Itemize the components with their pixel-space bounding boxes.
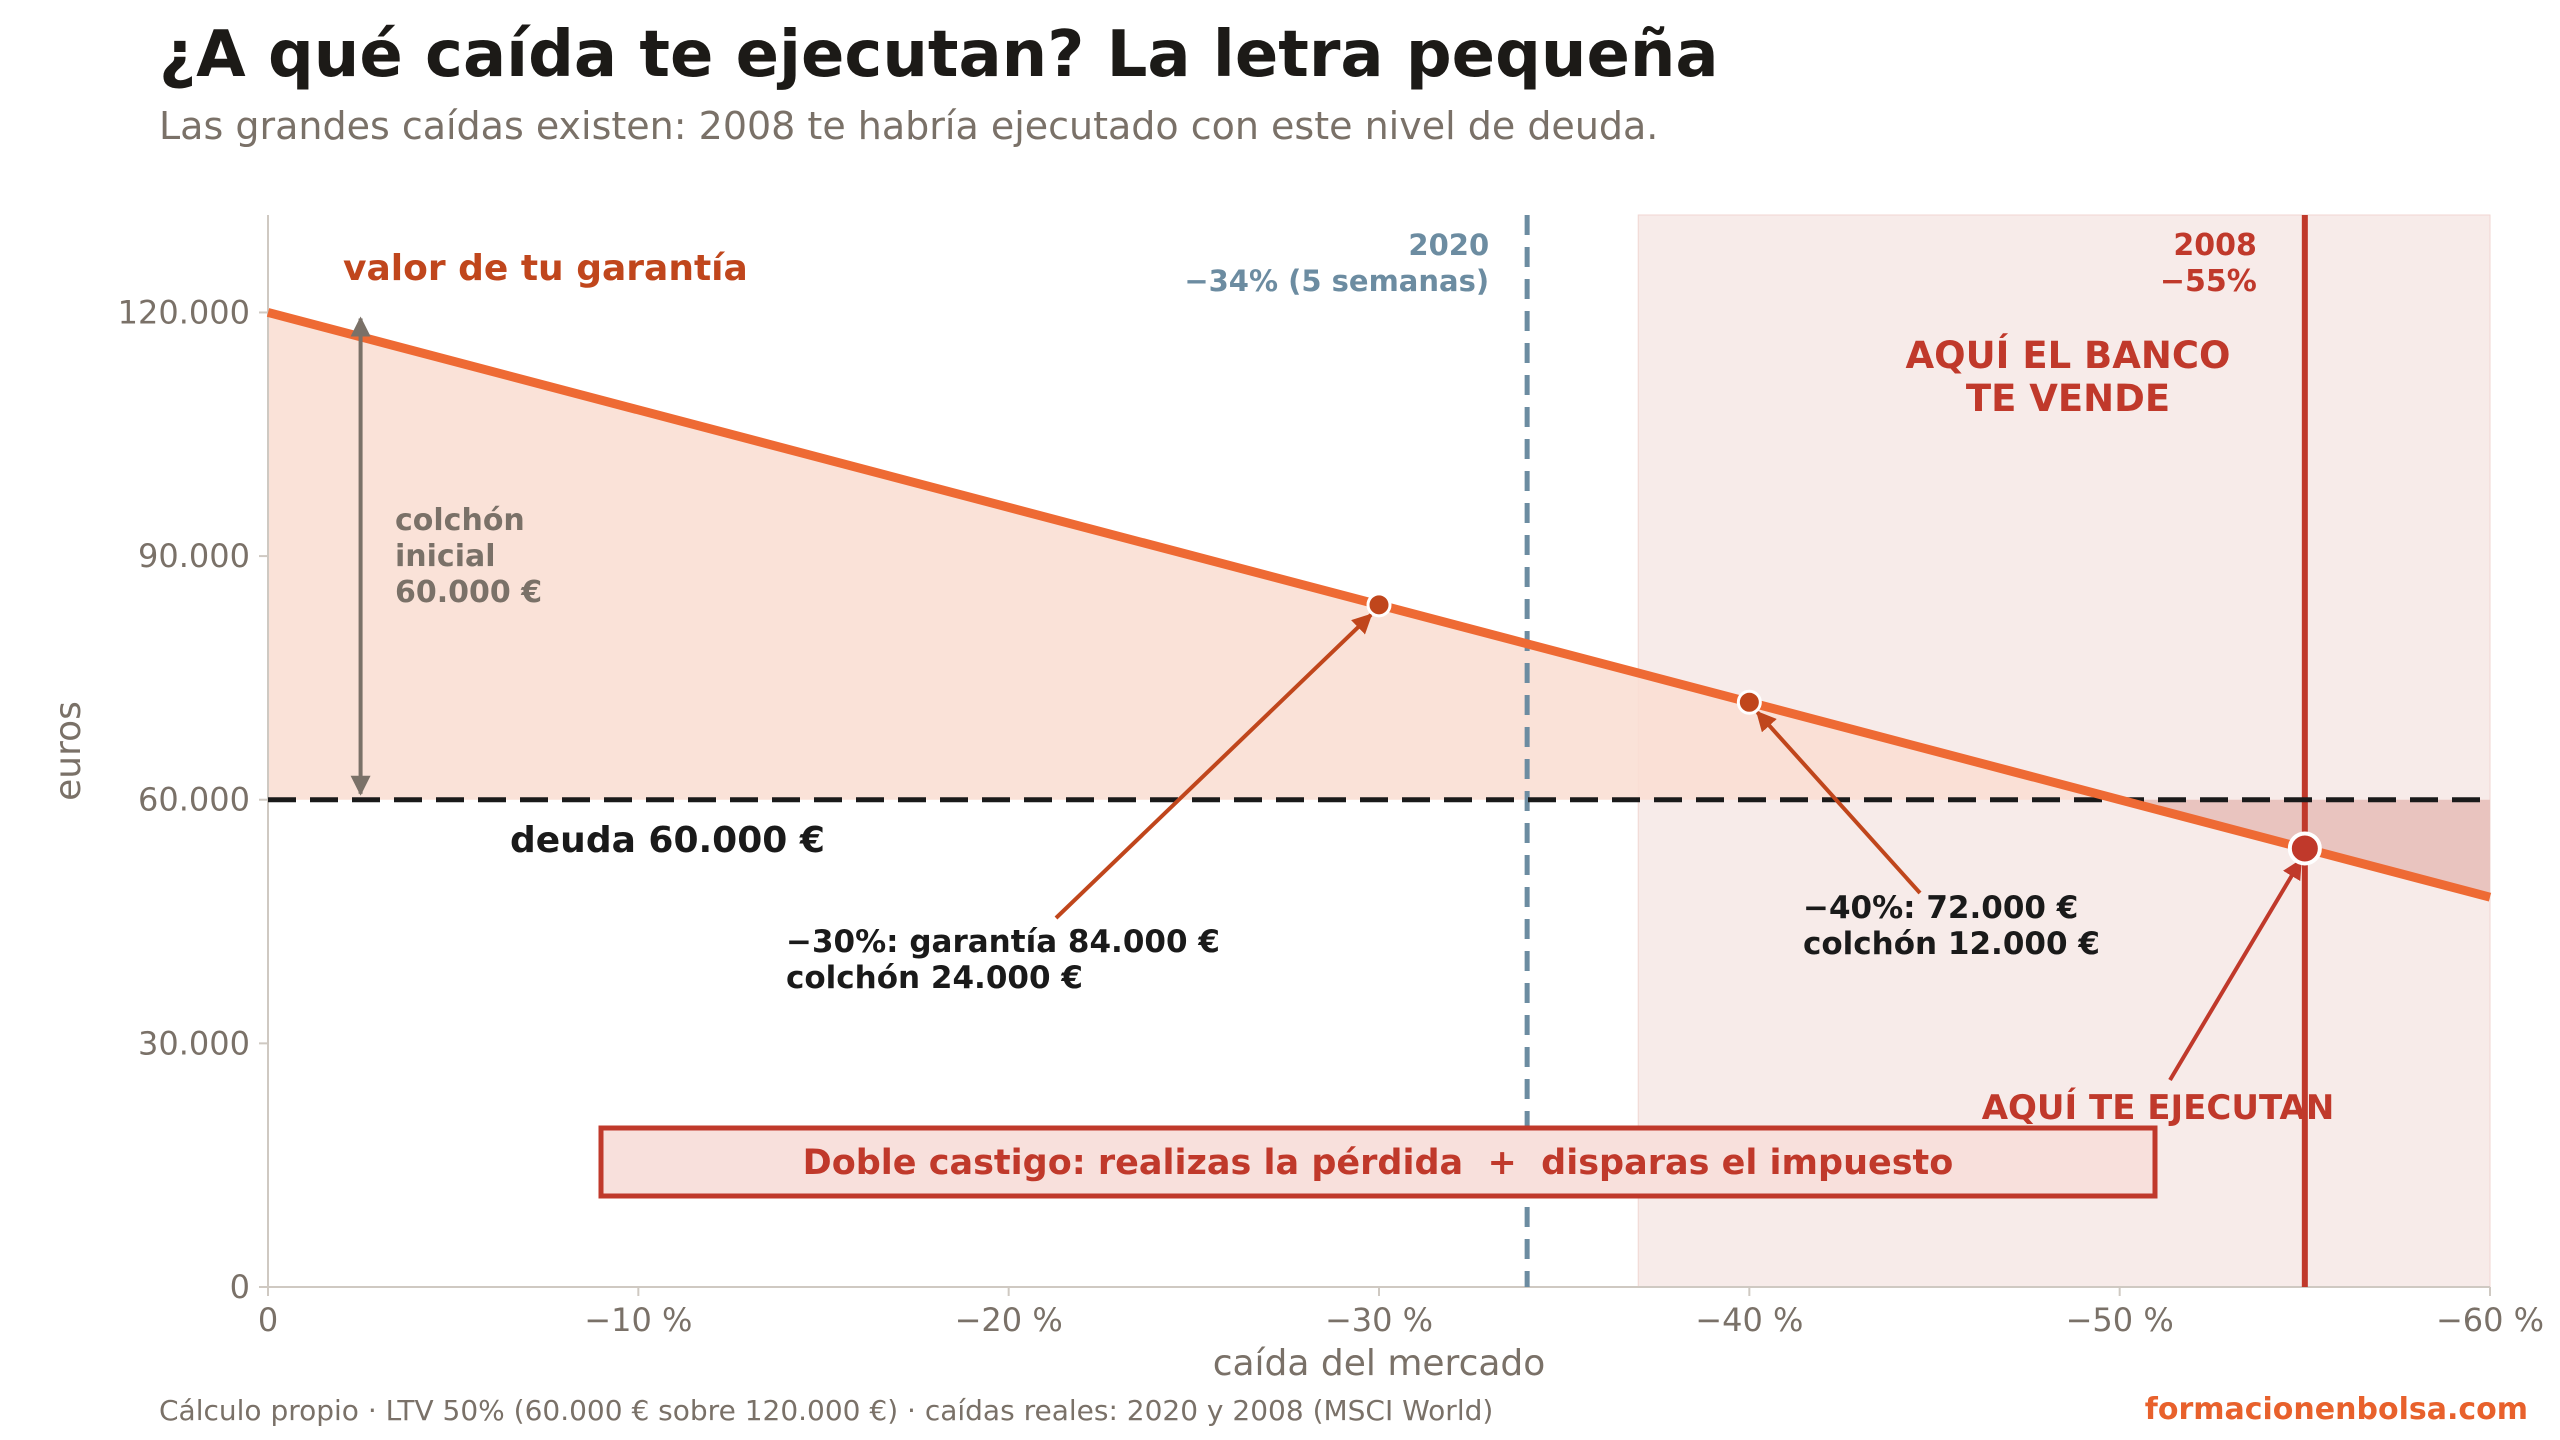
event-label-2008-line: −55% [2160,264,2257,299]
cushion-label-line: 60.000 € [395,575,542,610]
series-collateral-label: valor de tu garantía [343,248,748,289]
event-label-2020-line: −34% (5 semanas) [1184,264,1489,298]
callout-box [598,1125,2158,1199]
annotation-label-30: −30%: garantía 84.000 € colchón 24.000 € [786,924,1220,996]
event-label-2020-line: 2020 [1408,228,1489,262]
annotation-label-30-line: −30%: garantía 84.000 € [786,924,1220,960]
y-tick-label: 60.000 [138,781,250,819]
chart-subtitle: Las grandes caídas existen: 2008 te habr… [159,104,1659,148]
brand-link[interactable]: formacionenbolsa.com [2144,1392,2528,1427]
source-note: Cálculo propio · LTV 50% (60.000 € sobre… [159,1394,1494,1427]
event-label-2008: 2008 −55% [2160,228,2257,299]
annotation-label-40: −40%: 72.000 € colchón 12.000 € [1803,890,2100,962]
x-tick-label: −30 % [1325,1301,1433,1339]
y-axis-label: euros [48,701,89,801]
event-label-2020: 2020 −34% (5 semanas) [1184,228,1489,298]
x-tick-label: −20 % [955,1301,1063,1339]
x-tick-label: −60 % [2436,1301,2544,1339]
danger-zone-label: AQUÍ EL BANCO TE VENDE [1906,333,2231,420]
data-point-40 [1736,689,1762,715]
annotation-arrow-40 [1755,710,1922,895]
x-tick-label: 0 [258,1301,278,1339]
x-tick-label: −10 % [584,1301,692,1339]
data-point-55 [2287,831,2322,866]
y-tick-label: 90.000 [138,537,250,575]
y-tick-label: 120.000 [118,293,250,331]
x-tick-label: −40 % [1695,1301,1803,1339]
annotation-label-55-line: AQUÍ TE EJECUTAN [1982,1087,2335,1128]
annotation-arrow-55 [2168,858,2303,1082]
cushion-label: colchón inicial 60.000 € [395,503,542,610]
cushion-label-line: colchón [395,503,525,538]
event-label-2008-line: 2008 [2173,228,2257,263]
annotation-label-30-line: colchón 24.000 € [786,960,1083,996]
danger-zone-label-line: TE VENDE [1966,377,2170,420]
data-point-30 [1366,592,1392,618]
danger-zone-label-line: AQUÍ EL BANCO [1906,333,2231,377]
x-tick-label: −50 % [2066,1301,2174,1339]
y-tick-label: 0 [230,1268,250,1306]
cushion-label-line: inicial [395,539,496,574]
series-debt-label: deuda 60.000 € [510,820,825,861]
x-axis-label: caída del mercado [1213,1343,1546,1384]
annotation-label-40-line: colchón 12.000 € [1803,926,2100,962]
annotation-label-55: AQUÍ TE EJECUTAN [1982,1087,2335,1128]
callout-text: Doble castigo: realizas la pérdida + dis… [803,1143,1954,1183]
annotation-arrow-30 [1054,613,1373,920]
y-tick-label: 30.000 [138,1024,250,1062]
chart-title: ¿A qué caída te ejecutan? La letra peque… [159,18,1719,92]
annotation-label-40-line: −40%: 72.000 € [1803,890,2078,926]
